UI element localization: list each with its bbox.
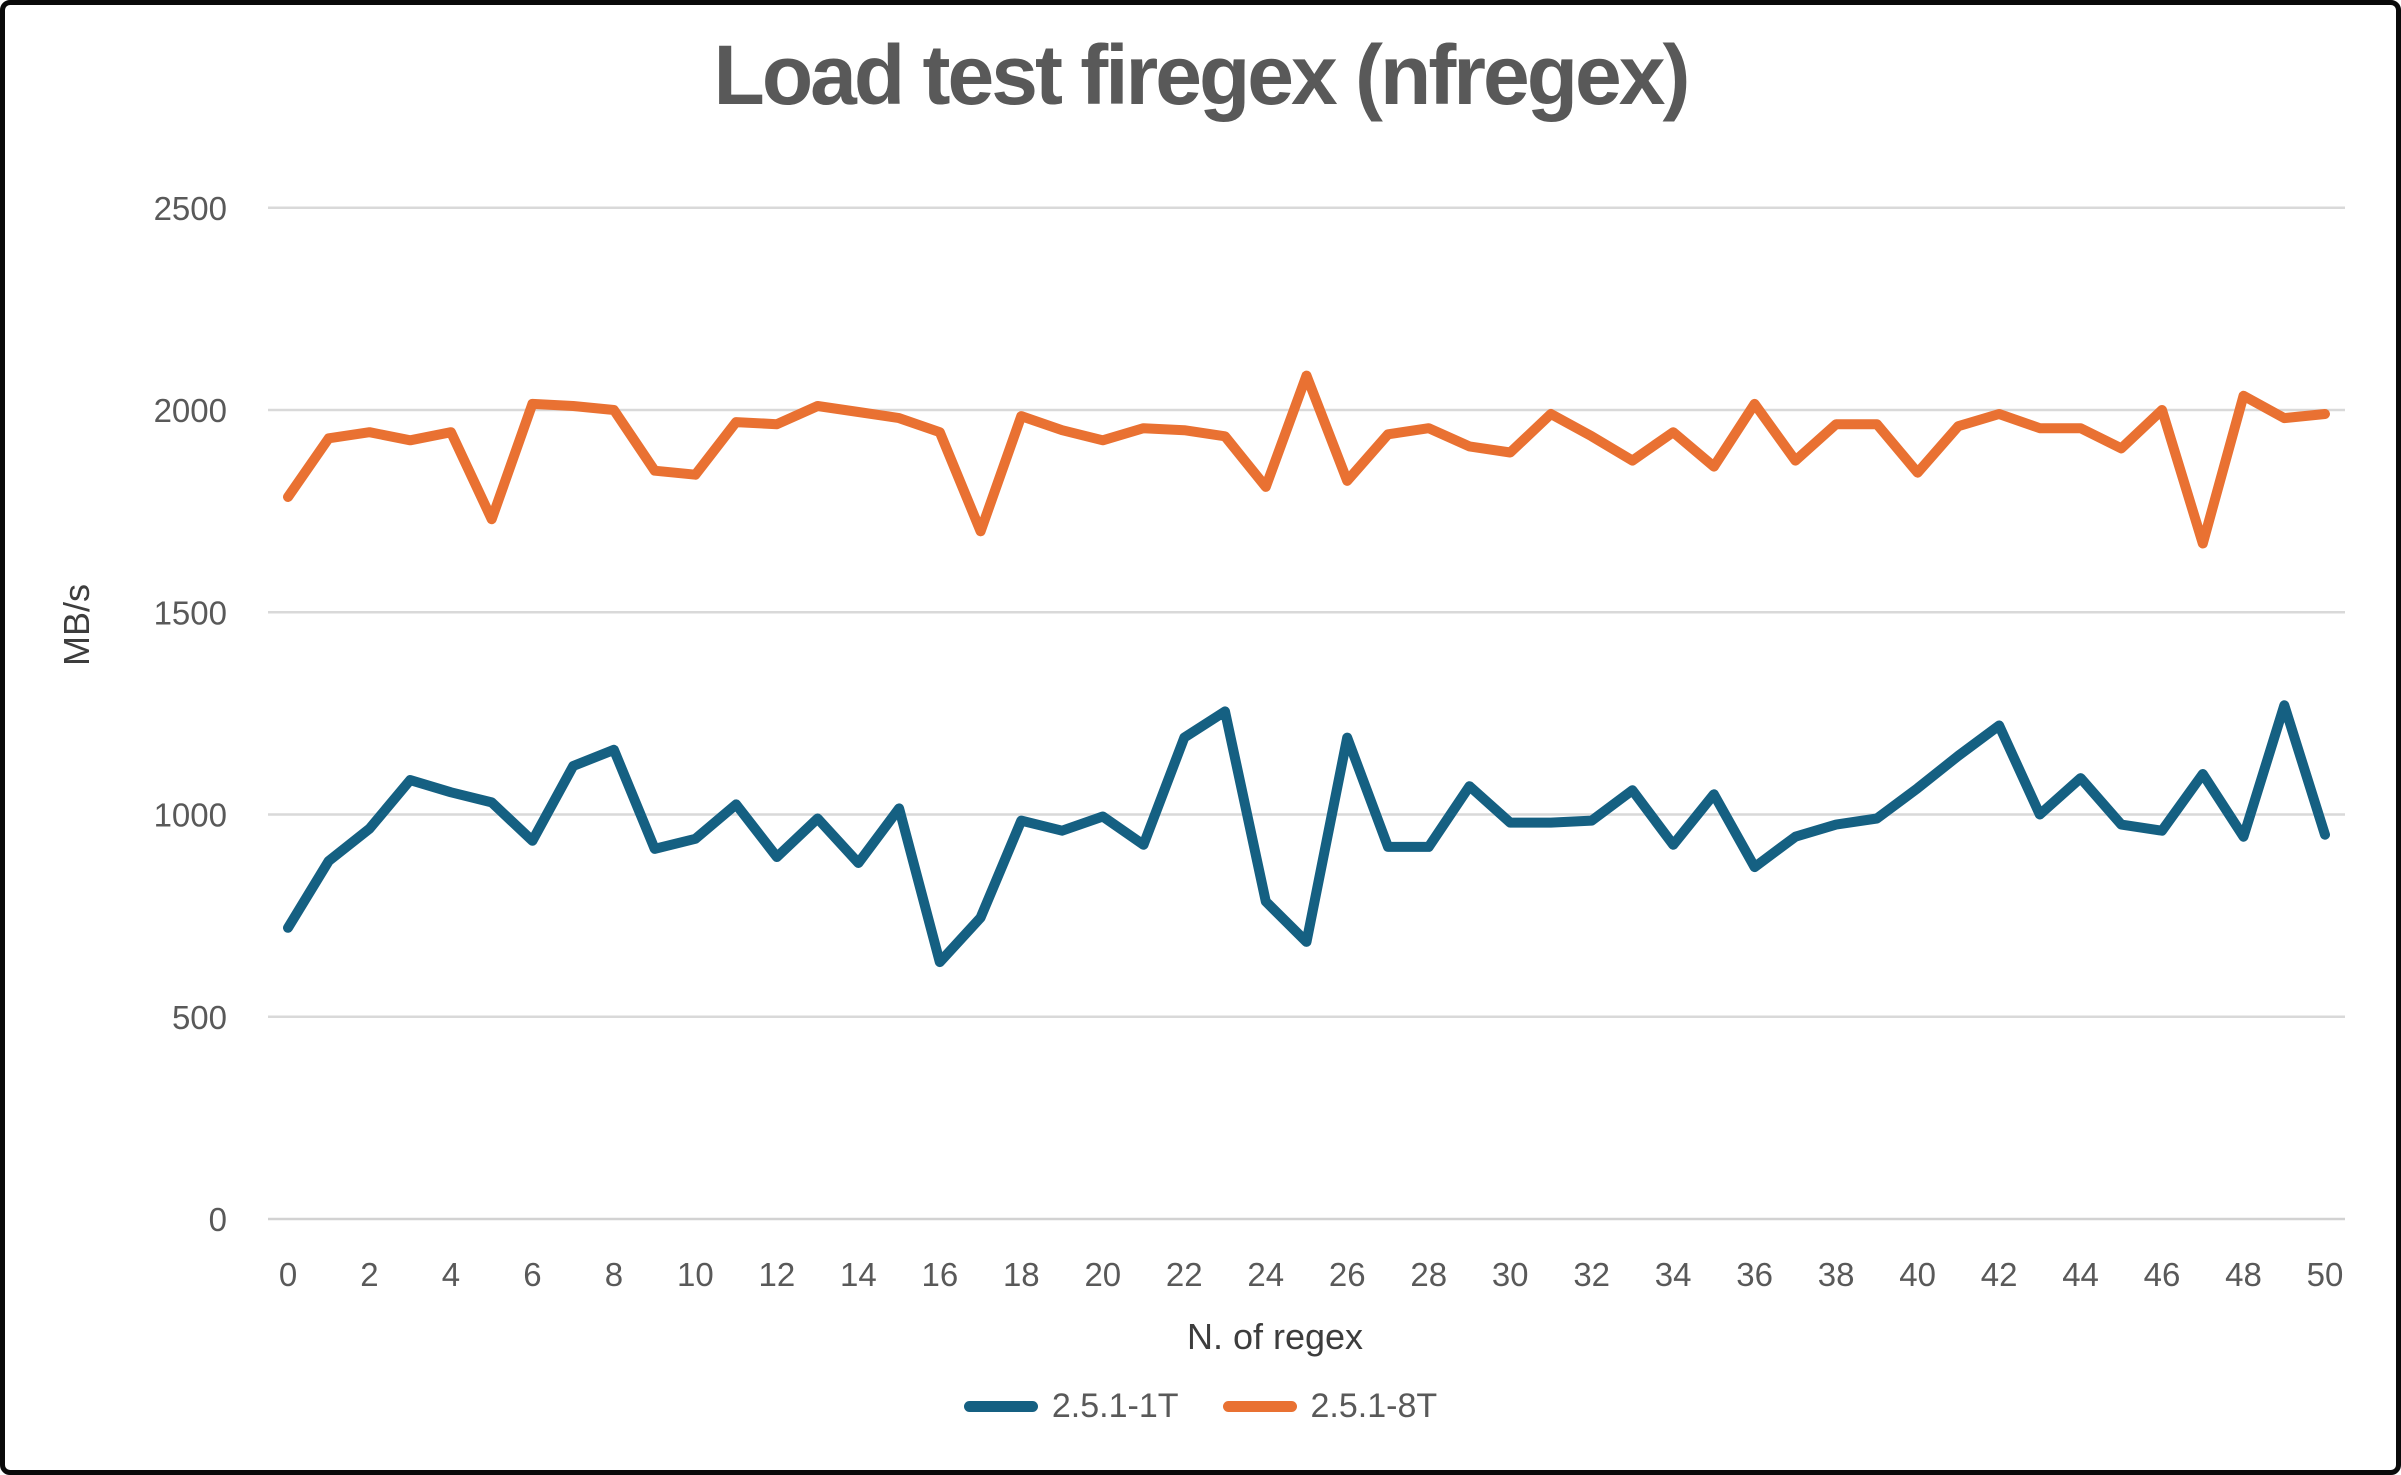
legend-label: 2.5.1-8T: [1310, 1387, 1438, 1425]
x-tick-label: 28: [1410, 1256, 1447, 1293]
y-tick-label: 0: [209, 1201, 227, 1238]
series-line-2.5.1-8T[interactable]: [283, 370, 2330, 549]
x-tick-label: 30: [1492, 1256, 1529, 1293]
x-tick-label: 48: [2225, 1256, 2262, 1293]
x-tick-label: 2: [360, 1256, 378, 1293]
x-tick-label: 34: [1655, 1256, 1692, 1293]
x-tick-label: 32: [1573, 1256, 1610, 1293]
x-tick-label: 24: [1247, 1256, 1284, 1293]
x-tick-label: 22: [1166, 1256, 1203, 1293]
y-tick-label: 2000: [154, 392, 227, 429]
x-tick-label: 36: [1736, 1256, 1773, 1293]
x-tick-label: 18: [1003, 1256, 1040, 1293]
legend-swatch-orange-line: [1222, 1401, 1297, 1412]
legend-label: 2.5.1-1T: [1051, 1387, 1179, 1425]
x-tick-label: 14: [840, 1256, 877, 1293]
legend-item-8t[interactable]: 2.5.1-8T: [1222, 1387, 1438, 1426]
chart-legend: 2.5.1-1T 2.5.1-8T: [5, 1387, 2396, 1426]
x-tick-label: 16: [921, 1256, 958, 1293]
x-tick-label: 4: [442, 1256, 460, 1293]
x-tick-label: 44: [2062, 1256, 2099, 1293]
legend-item-1t[interactable]: 2.5.1-1T: [963, 1387, 1179, 1426]
x-tick-label: 46: [2144, 1256, 2181, 1293]
chart-title: Load test firegex (nfregex): [713, 28, 1691, 122]
x-tick-label: 50: [2307, 1256, 2344, 1293]
x-tick-label: 26: [1329, 1256, 1366, 1293]
x-tick-label: 0: [279, 1256, 297, 1293]
x-tick-label: 8: [605, 1256, 623, 1293]
x-tick-label: 12: [759, 1256, 796, 1293]
series-line-2.5.1-1T[interactable]: [283, 700, 2330, 968]
x-tick-label: 40: [1899, 1256, 1936, 1293]
y-tick-label: 2500: [154, 190, 227, 227]
x-tick-label: 20: [1084, 1256, 1121, 1293]
legend-swatch-teal-line: [963, 1401, 1038, 1412]
x-tick-label: 42: [1981, 1256, 2018, 1293]
x-tick-label: 6: [523, 1256, 541, 1293]
x-axis-title: N. of regex: [1186, 1316, 1364, 1357]
y-tick-label: 500: [172, 999, 227, 1036]
x-tick-label: 10: [677, 1256, 714, 1293]
y-tick-label: 1000: [154, 797, 227, 834]
x-tick-label: 38: [1818, 1256, 1855, 1293]
y-tick-label: 1500: [154, 594, 227, 631]
